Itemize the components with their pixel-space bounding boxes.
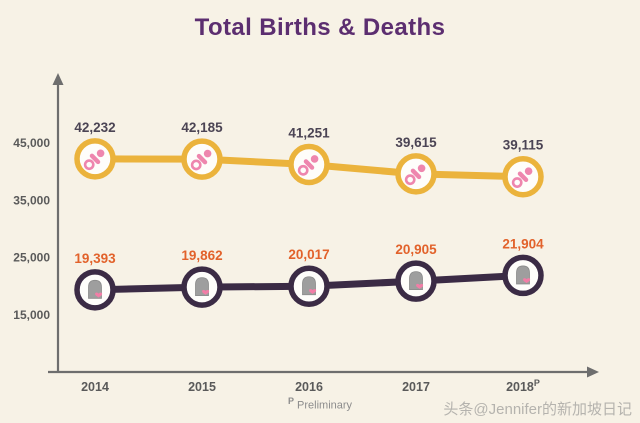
tombstone-icon [409, 271, 424, 291]
pacifier-icon [297, 155, 319, 176]
births-marker [502, 155, 544, 198]
births-value-label: 42,232 [74, 120, 115, 135]
deaths-marker [502, 254, 544, 297]
pacifier-icon [511, 167, 533, 188]
deaths-marker [74, 269, 116, 311]
footnote-sup: P [287, 396, 294, 406]
footnote-text: Preliminary [293, 399, 353, 412]
births-marker [74, 138, 116, 180]
y-tick-label: 25,000 [13, 251, 50, 265]
y-tick-label: 35,000 [13, 193, 50, 207]
deaths-value-label: 20,905 [395, 242, 437, 257]
tombstone-icon [516, 265, 531, 285]
deaths-value-label: 19,393 [74, 251, 116, 266]
footnote: P Preliminary [0, 396, 640, 412]
deaths-marker [288, 265, 330, 307]
pacifier-icon [190, 149, 212, 171]
tombstone-icon [88, 279, 103, 299]
births-value-label: 41,251 [288, 125, 330, 140]
births-value-label: 39,615 [395, 135, 437, 150]
x-axis-arrow-icon [587, 366, 599, 378]
births-value-label: 39,115 [503, 138, 544, 153]
deaths-value-label: 21,904 [502, 236, 544, 251]
x-tick-label: 2014 [81, 380, 109, 394]
births-marker [181, 138, 223, 180]
pacifier-icon [83, 149, 105, 171]
x-tick-label: 2017 [402, 380, 430, 394]
watermark: 头条@Jennifer的新加坡日记 [443, 401, 632, 418]
deaths-value-label: 19,862 [181, 248, 222, 263]
births-value-label: 42,185 [181, 120, 223, 135]
tombstone-icon [302, 276, 317, 296]
pacifier-icon [404, 164, 426, 186]
deaths-value-label: 20,017 [288, 247, 329, 262]
tombstone-icon [195, 277, 210, 297]
y-tick-label: 45,000 [13, 136, 50, 150]
x-tick-label: 2015 [188, 380, 216, 394]
deaths-marker [181, 266, 223, 308]
y-tick-label: 15,000 [13, 308, 50, 322]
x-tick-label: 2018P [506, 378, 540, 394]
x-tick-label: 2016 [295, 380, 323, 394]
chart-title: Total Births & Deaths [194, 14, 446, 41]
births-marker [288, 143, 330, 186]
deaths-marker [395, 260, 437, 302]
y-axis-arrow-icon [52, 73, 64, 85]
births-marker [395, 153, 437, 195]
